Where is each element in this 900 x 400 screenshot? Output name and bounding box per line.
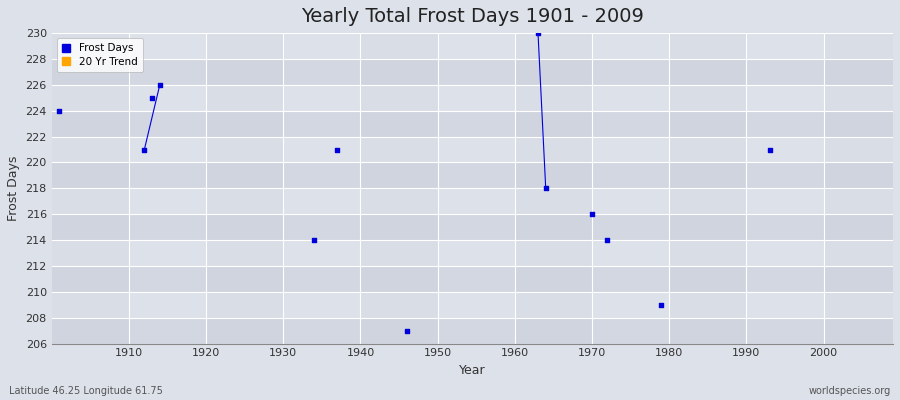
Bar [51,188,893,214]
Point [153,82,167,88]
Point [400,328,414,334]
Bar [361,33,437,344]
Bar [824,33,893,344]
Bar [51,240,893,266]
Bar [51,136,893,162]
Bar [51,162,893,188]
Bar [284,33,361,344]
Point [538,185,553,192]
Y-axis label: Frost Days: Frost Days [7,156,20,221]
Point [531,30,545,36]
Point [137,146,151,153]
Bar [670,33,746,344]
Point [585,211,599,218]
Point [654,302,669,308]
Text: worldspecies.org: worldspecies.org [809,386,891,396]
Bar [51,33,893,59]
Bar [746,33,824,344]
Bar [51,214,893,240]
Point [52,108,67,114]
X-axis label: Year: Year [459,364,486,377]
Bar [206,33,284,344]
Bar [129,33,206,344]
Title: Yearly Total Frost Days 1901 - 2009: Yearly Total Frost Days 1901 - 2009 [301,7,644,26]
Bar [51,292,893,318]
Point [600,237,615,243]
Bar [51,318,893,344]
Bar [515,33,592,344]
Point [307,237,321,243]
Text: Latitude 46.25 Longitude 61.75: Latitude 46.25 Longitude 61.75 [9,386,163,396]
Bar [51,266,893,292]
Legend: Frost Days, 20 Yr Trend: Frost Days, 20 Yr Trend [57,38,143,72]
Bar [51,33,129,344]
Bar [592,33,670,344]
Point [330,146,345,153]
Point [762,146,777,153]
Bar [51,59,893,85]
Bar [51,111,893,136]
Bar [437,33,515,344]
Bar [51,85,893,111]
Point [145,94,159,101]
